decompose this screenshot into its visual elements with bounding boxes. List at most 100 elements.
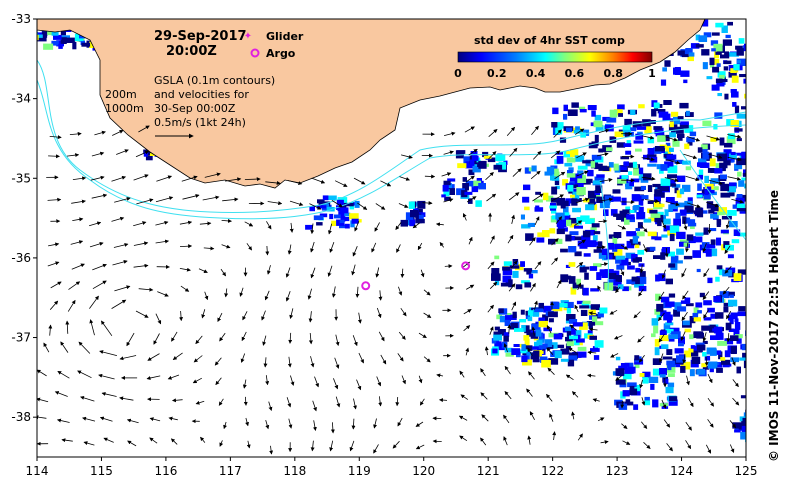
velocity-arrow xyxy=(571,391,579,398)
velocity-arrow xyxy=(92,280,107,290)
sst-pixel xyxy=(642,377,649,384)
sst-pixel xyxy=(483,155,492,159)
sst-pixel xyxy=(644,126,652,134)
sst-pixel xyxy=(593,120,603,128)
sst-pixel xyxy=(720,357,726,361)
sst-pixel xyxy=(551,208,557,214)
velocity-arrow xyxy=(119,396,134,401)
sst-pixel xyxy=(574,251,582,257)
velocity-arrow xyxy=(71,199,86,204)
sst-pixel xyxy=(653,255,662,259)
sst-pixel xyxy=(709,348,717,356)
sst-pixel xyxy=(657,220,662,227)
velocity-arrow xyxy=(527,435,532,445)
sst-pixel xyxy=(707,190,715,194)
velocity-arrow xyxy=(503,436,508,446)
sst-pixel xyxy=(633,404,639,410)
velocity-arrow xyxy=(138,287,154,292)
sst-pixel xyxy=(37,34,39,41)
sst-pixel xyxy=(400,219,408,227)
velocity-arrow xyxy=(153,333,160,345)
sst-pixel xyxy=(559,137,567,143)
info-line-1: GSLA (0.1m contours) xyxy=(154,74,275,87)
sst-pixel xyxy=(718,351,723,360)
sst-pixel xyxy=(65,37,75,43)
sst-pixel xyxy=(589,335,597,340)
velocity-arrow xyxy=(392,440,400,449)
velocity-arrow xyxy=(617,225,627,230)
sst-pixel xyxy=(579,322,588,330)
sst-pixel xyxy=(684,350,691,358)
sst-pixel xyxy=(499,315,508,323)
velocity-arrow xyxy=(664,177,679,183)
sst-pixel xyxy=(695,10,704,13)
sst-pixel xyxy=(556,122,564,129)
sst-pixel xyxy=(704,175,709,183)
velocity-arrow xyxy=(512,168,522,177)
sst-pixel xyxy=(717,340,727,346)
velocity-arrow xyxy=(242,311,248,321)
velocity-arrow xyxy=(155,220,169,226)
sst-pixel xyxy=(677,50,685,56)
sst-pixel xyxy=(634,361,640,369)
sst-pixel xyxy=(566,173,576,178)
velocity-arrow xyxy=(666,159,681,165)
velocity-arrow xyxy=(460,394,469,400)
velocity-arrow xyxy=(265,375,270,386)
sst-pixel xyxy=(749,360,758,367)
velocity-arrow xyxy=(422,201,433,206)
velocity-arrow xyxy=(371,242,377,253)
sst-pixel xyxy=(316,205,327,209)
velocity-arrow xyxy=(265,419,270,430)
sst-pixel xyxy=(665,328,674,334)
sst-pixel xyxy=(549,205,557,209)
velocity-arrow xyxy=(265,180,281,185)
velocity-arrow xyxy=(436,373,444,378)
sst-pixel xyxy=(669,225,680,233)
sst-pixel xyxy=(678,342,684,347)
sst-pixel xyxy=(729,52,739,57)
velocity-arrow xyxy=(588,327,598,332)
sst-pixel xyxy=(572,282,580,289)
x-tick-label: 116 xyxy=(154,464,177,478)
sst-pixel xyxy=(563,206,569,215)
velocity-arrow xyxy=(530,170,541,180)
sst-pixel xyxy=(487,157,496,163)
sst-pixel xyxy=(674,67,681,75)
velocity-arrow xyxy=(193,355,203,363)
velocity-arrow xyxy=(289,308,294,320)
velocity-arrow xyxy=(597,245,606,250)
sst-pixel xyxy=(594,176,605,184)
sst-pixel xyxy=(338,211,345,217)
sst-pixel xyxy=(316,222,323,226)
velocity-arrow xyxy=(310,241,315,253)
sst-pixel xyxy=(456,150,466,154)
sst-pixel xyxy=(509,265,520,269)
sst-pixel xyxy=(574,340,580,346)
sst-pixel xyxy=(624,401,634,406)
velocity-arrow xyxy=(641,176,656,181)
sst-pixel xyxy=(491,338,500,344)
sst-pixel xyxy=(616,214,622,220)
sst-pixel xyxy=(618,113,623,117)
velocity-arrow xyxy=(182,194,200,200)
velocity-arrow xyxy=(327,223,333,235)
sst-pixel xyxy=(582,300,591,304)
sst-pixel xyxy=(446,188,455,195)
sst-pixel xyxy=(656,303,664,312)
sst-pixel xyxy=(565,234,572,242)
sst-pixel xyxy=(628,162,635,168)
velocity-arrow xyxy=(680,331,686,341)
sst-pixel xyxy=(626,231,636,237)
sst-pixel xyxy=(593,355,600,360)
sst-pixel xyxy=(556,238,563,244)
sst-pixel xyxy=(611,286,617,291)
sst-pixel xyxy=(737,311,746,317)
sst-pixel xyxy=(663,323,671,330)
sst-pixel xyxy=(566,314,576,321)
sst-pixel xyxy=(586,321,596,326)
velocity-arrow xyxy=(681,311,688,321)
sst-pixel xyxy=(409,219,416,227)
colorbar-tick-label: 1 xyxy=(648,67,656,80)
velocity-arrow xyxy=(487,261,495,270)
